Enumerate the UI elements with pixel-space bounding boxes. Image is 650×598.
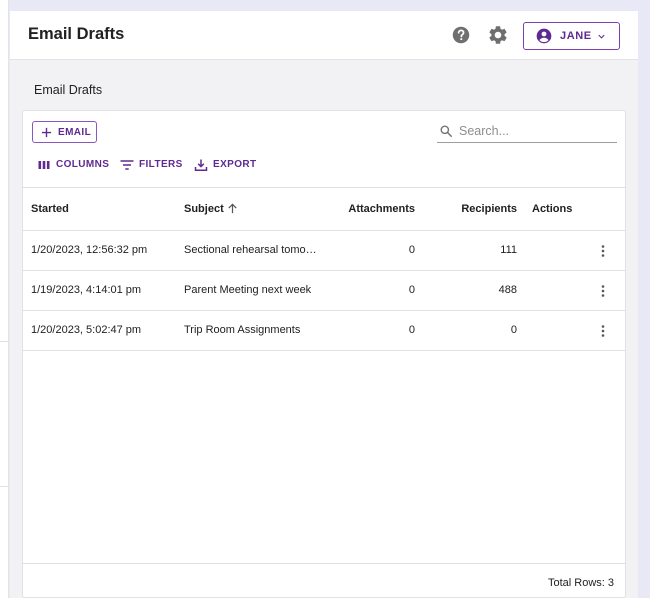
cell-subject: Sectional rehearsal tomo… bbox=[184, 244, 317, 256]
column-header-started[interactable]: Started bbox=[31, 203, 69, 215]
column-header-subject[interactable]: Subject bbox=[184, 203, 224, 215]
column-header-attachments[interactable]: Attachments bbox=[348, 203, 415, 215]
gear-icon bbox=[489, 26, 507, 44]
cell-recipients: 488 bbox=[498, 284, 517, 296]
view-column-icon bbox=[38, 161, 50, 169]
divider bbox=[23, 230, 625, 231]
app-window: Email Drafts JANE Email Dra bbox=[10, 11, 638, 598]
plus-icon bbox=[41, 127, 52, 138]
column-header-recipients[interactable]: Recipients bbox=[461, 203, 517, 215]
search-box bbox=[437, 120, 617, 143]
user-name: JANE bbox=[560, 30, 592, 42]
help-button[interactable] bbox=[450, 24, 472, 46]
cell-subject: Parent Meeting next week bbox=[184, 284, 312, 296]
cell-attachments: 0 bbox=[408, 244, 415, 256]
table-row[interactable]: 1/19/2023, 4:14:01 pm Parent Meeting nex… bbox=[23, 271, 625, 311]
settings-button[interactable] bbox=[487, 24, 509, 46]
more-vertical-icon[interactable] bbox=[599, 284, 607, 298]
new-email-button[interactable]: EMAIL bbox=[32, 121, 97, 143]
arrow-up-icon[interactable] bbox=[226, 202, 239, 215]
columns-button[interactable]: COLUMNS bbox=[37, 157, 109, 173]
page-title: Email Drafts bbox=[34, 83, 103, 97]
account-circle-icon bbox=[536, 28, 552, 44]
filters-label: FILTERS bbox=[139, 159, 183, 170]
new-email-label: EMAIL bbox=[58, 127, 92, 138]
table-row[interactable]: 1/20/2023, 5:02:47 pm Trip Room Assignme… bbox=[23, 311, 625, 351]
drafts-table-card: EMAIL COLUMNS FILTERS bbox=[22, 110, 626, 598]
cell-started: 1/20/2023, 5:02:47 pm bbox=[31, 324, 142, 336]
total-rows-count: Total Rows: 3 bbox=[547, 577, 614, 589]
columns-label: COLUMNS bbox=[56, 159, 110, 170]
divider bbox=[23, 187, 625, 188]
cell-attachments: 0 bbox=[408, 284, 415, 296]
cell-recipients: 0 bbox=[510, 324, 517, 336]
side-panel-edge bbox=[0, 0, 9, 598]
column-header-actions: Actions bbox=[532, 203, 573, 215]
search-icon bbox=[440, 125, 453, 138]
export-label: EXPORT bbox=[213, 159, 257, 170]
help-circle-icon bbox=[452, 26, 470, 44]
cell-recipients: 111 bbox=[500, 244, 517, 256]
search-input[interactable] bbox=[459, 121, 613, 140]
filters-button[interactable]: FILTERS bbox=[120, 157, 186, 173]
app-header: Email Drafts JANE bbox=[10, 11, 638, 60]
chevron-down-icon bbox=[598, 34, 605, 39]
table-row[interactable]: 1/20/2023, 12:56:32 pm Sectional rehears… bbox=[23, 231, 625, 271]
more-vertical-icon[interactable] bbox=[599, 244, 607, 258]
more-vertical-icon[interactable] bbox=[599, 324, 607, 338]
app-title: Email Drafts bbox=[28, 25, 125, 43]
cell-subject: Trip Room Assignments bbox=[184, 324, 301, 336]
download-icon bbox=[194, 159, 208, 172]
divider bbox=[0, 486, 9, 487]
export-button[interactable]: EXPORT bbox=[194, 157, 260, 173]
divider bbox=[0, 341, 9, 342]
cell-started: 1/20/2023, 12:56:32 pm bbox=[31, 244, 148, 256]
divider bbox=[23, 563, 625, 564]
filter-list-icon bbox=[120, 160, 134, 170]
cell-started: 1/19/2023, 4:14:01 pm bbox=[31, 284, 142, 296]
cell-attachments: 0 bbox=[408, 324, 415, 336]
user-menu-button[interactable]: JANE bbox=[523, 22, 620, 50]
